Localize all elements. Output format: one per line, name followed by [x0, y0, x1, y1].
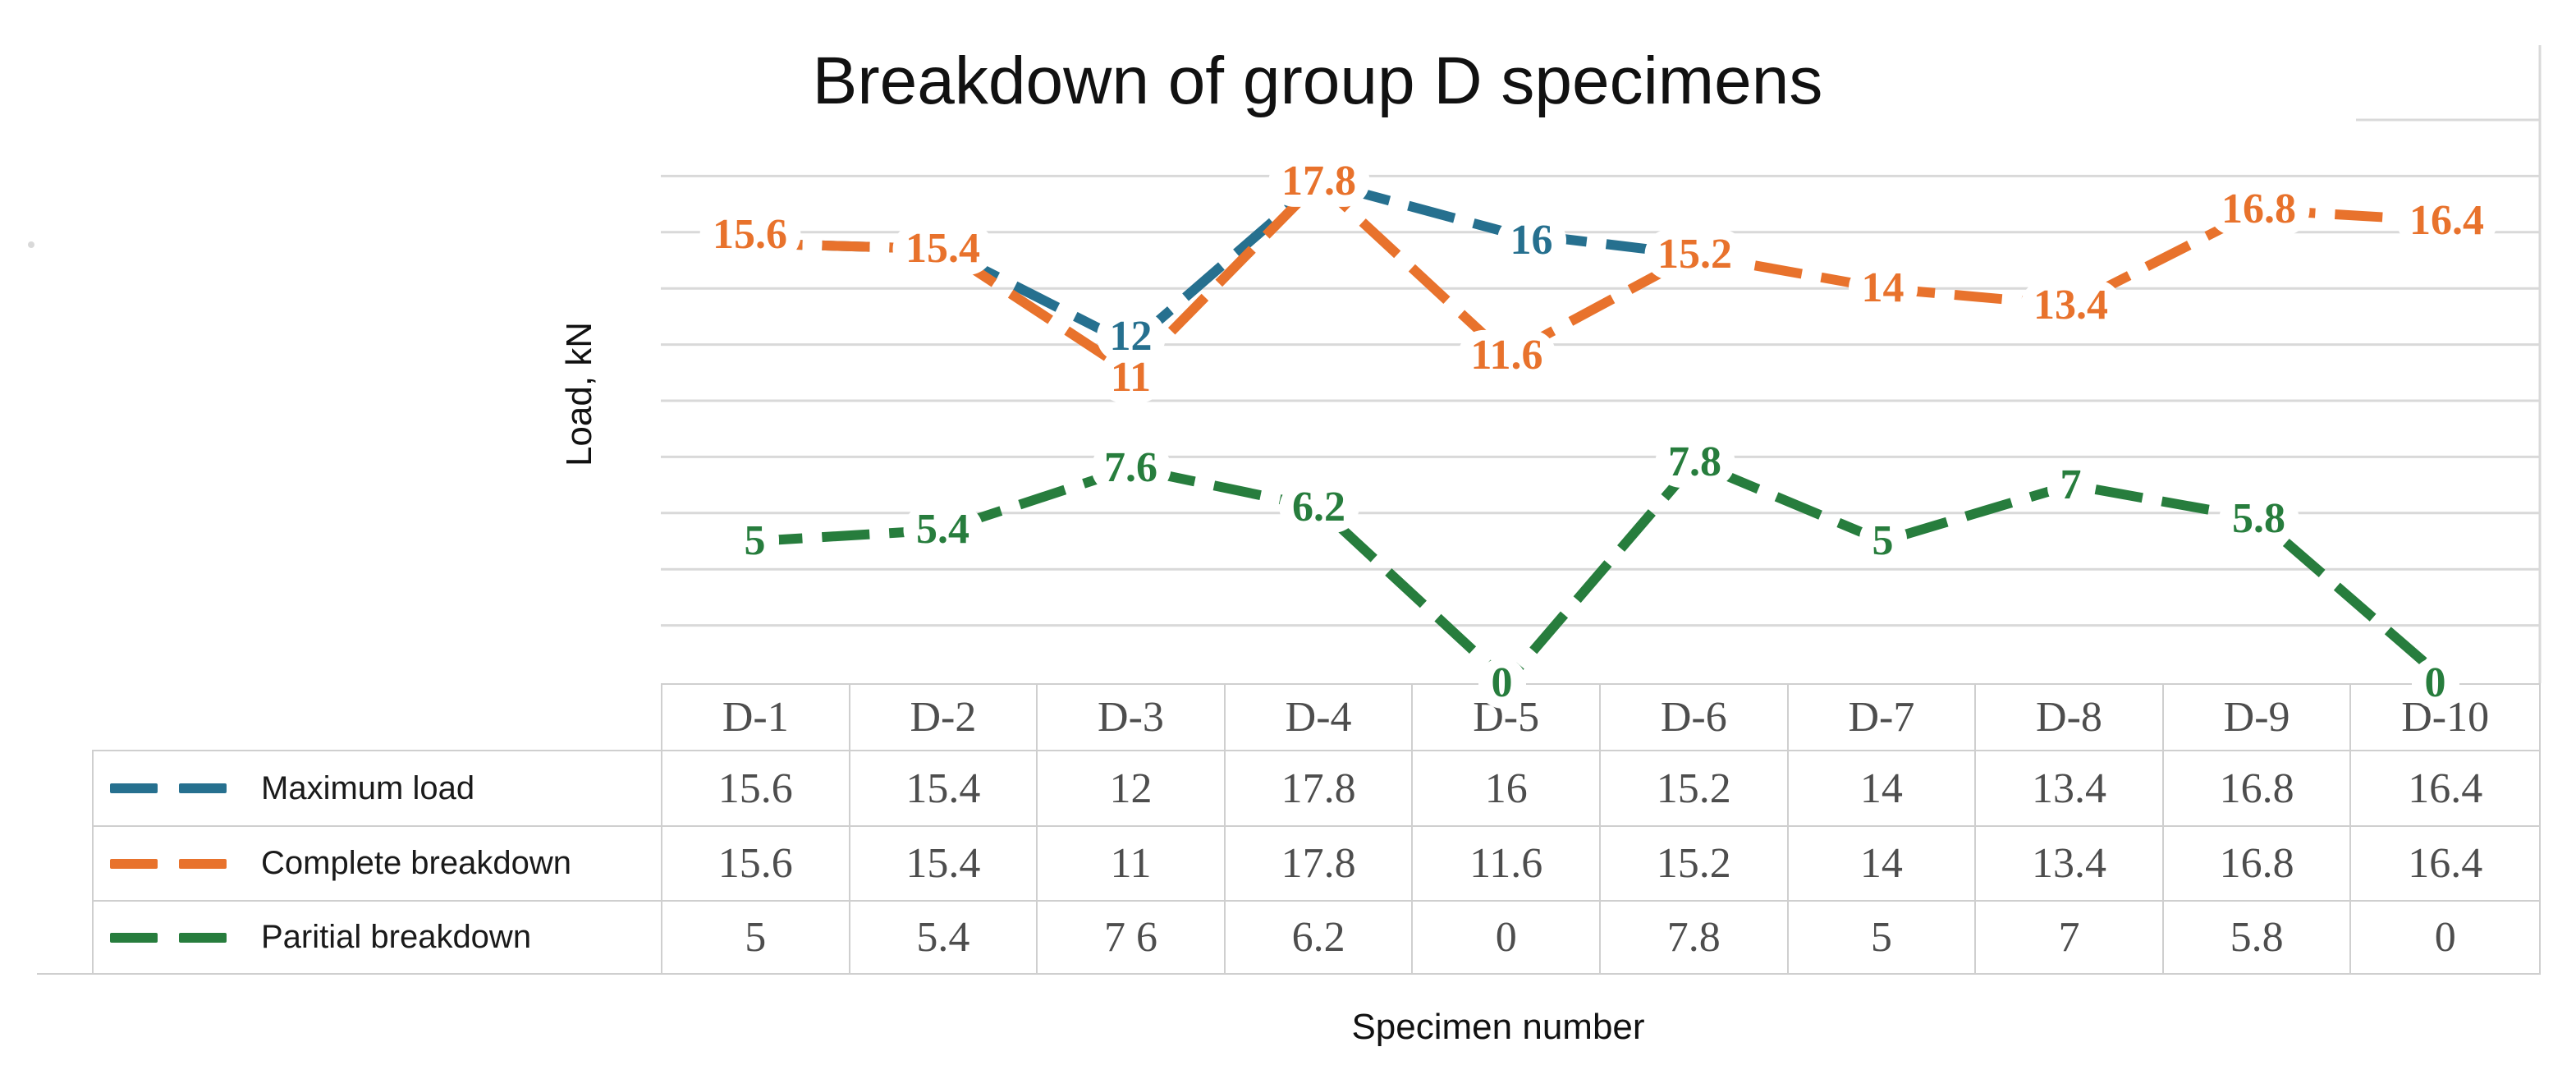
data-label: 5.4: [903, 504, 983, 556]
series-line-partial-breakdown: [754, 457, 2450, 689]
data-label: 14: [1848, 263, 1918, 315]
table-cell: 15.4: [850, 751, 1038, 827]
table-cell: 14: [1788, 827, 1977, 902]
table-cell: 14: [1788, 751, 1977, 827]
data-label: 6.2: [1279, 481, 1359, 534]
x-axis-title: Specimen number: [1351, 1007, 1645, 1047]
data-label: 15.6: [699, 209, 800, 261]
legend-line-swatch: [110, 932, 227, 943]
table-cell: 5: [662, 902, 850, 973]
table-header-cell: D-5: [1413, 685, 1601, 751]
table-cell: 5.4: [850, 902, 1038, 973]
table-header-cell: D-2: [850, 685, 1038, 751]
data-table: D-1 D-2 D-3 D-4 D-5 D-6 D-7 D-8 D-9 D-10 15.6 15.4 1…: [661, 683, 2541, 975]
data-label: 5: [1859, 515, 1907, 567]
table-cell: 13.4: [1976, 827, 2164, 902]
table-cell: 7 6: [1038, 902, 1226, 973]
data-label: 17.8: [1268, 156, 1369, 208]
table-header-cell: D-4: [1225, 685, 1414, 751]
data-label: 7.8: [1655, 437, 1735, 489]
legend-dash: [179, 858, 227, 869]
table-cell: 16.8: [2163, 827, 2352, 902]
legend-line-swatch: [110, 783, 227, 793]
table-cell: 16: [1413, 751, 1601, 827]
legend: Maximum load Complete breakdown Paritial b…: [92, 750, 661, 975]
legend-line-swatch: [110, 858, 227, 869]
legend-dash: [110, 858, 158, 869]
legend-item: Maximum load: [94, 751, 661, 827]
table-header-cell: D-6: [1601, 685, 1789, 751]
table-cell: 11: [1038, 827, 1226, 902]
stray-mark: [28, 241, 34, 248]
legend-label: Maximum load: [261, 769, 475, 806]
data-label: 11: [1097, 351, 1165, 403]
data-label: 5: [731, 515, 779, 567]
table-cell: 15.6: [662, 751, 850, 827]
data-label: 0: [1478, 657, 1526, 709]
table-header-cell: D-8: [1976, 685, 2164, 751]
table-cell: 7.8: [1601, 902, 1789, 973]
legend-dash: [179, 783, 227, 793]
table-header-cell: D-7: [1788, 685, 1977, 751]
data-label: 11.6: [1457, 330, 1556, 382]
table-cell: 0: [2351, 902, 2539, 973]
x-axis-line: [37, 973, 2541, 975]
data-label: 15.4: [892, 223, 993, 275]
table-cell: 13.4: [1976, 751, 2164, 827]
table-cell: 11.6: [1413, 827, 1601, 902]
table-cell: 15.2: [1601, 827, 1789, 902]
table-cell: 5.8: [2163, 902, 2352, 973]
table-cell: 6.2: [1225, 902, 1414, 973]
data-label: 15.2: [1644, 229, 1745, 281]
table-cell: 5: [1788, 902, 1977, 973]
data-label: 13.4: [2020, 279, 2121, 331]
table-cell: 12: [1038, 751, 1226, 827]
data-label: 16: [1497, 214, 1566, 266]
table-header-cell: D-9: [2163, 685, 2352, 751]
data-label: 0: [2411, 657, 2459, 709]
table-cell: 17.8: [1225, 751, 1414, 827]
table-cell: 16.4: [2351, 827, 2539, 902]
legend-item: Paritial breakdown: [94, 902, 661, 973]
table-cell: 7: [1976, 902, 2164, 973]
legend-label: Paritial breakdown: [261, 919, 532, 955]
chart-title: Breakdown of group D specimens: [812, 44, 1823, 118]
legend-item: Complete breakdown: [94, 827, 661, 902]
data-label: 7: [2047, 459, 2095, 511]
data-label: 12: [1096, 310, 1166, 362]
data-label: 16.4: [2396, 195, 2497, 247]
table-header-cell: D-1: [662, 685, 850, 751]
table-cell: 15.4: [850, 827, 1038, 902]
legend-dash: [110, 932, 158, 943]
table-cell: 0: [1413, 902, 1601, 973]
table-cell: 16.4: [2351, 751, 2539, 827]
series-line-complete-breakdown: [754, 174, 2447, 379]
table-cell: 17.8: [1225, 827, 1414, 902]
table-header-cell: D-3: [1038, 685, 1226, 751]
table-cell: 15.6: [662, 827, 850, 902]
table-cell: 16.8: [2163, 751, 2352, 827]
table-cell: 15.2: [1601, 751, 1789, 827]
data-label: 16.8: [2208, 184, 2309, 236]
data-label: 5.8: [2219, 493, 2299, 544]
legend-dash: [179, 932, 227, 943]
legend-label: Complete breakdown: [261, 845, 571, 881]
legend-dash: [110, 783, 158, 793]
data-label: 7.6: [1091, 442, 1171, 494]
